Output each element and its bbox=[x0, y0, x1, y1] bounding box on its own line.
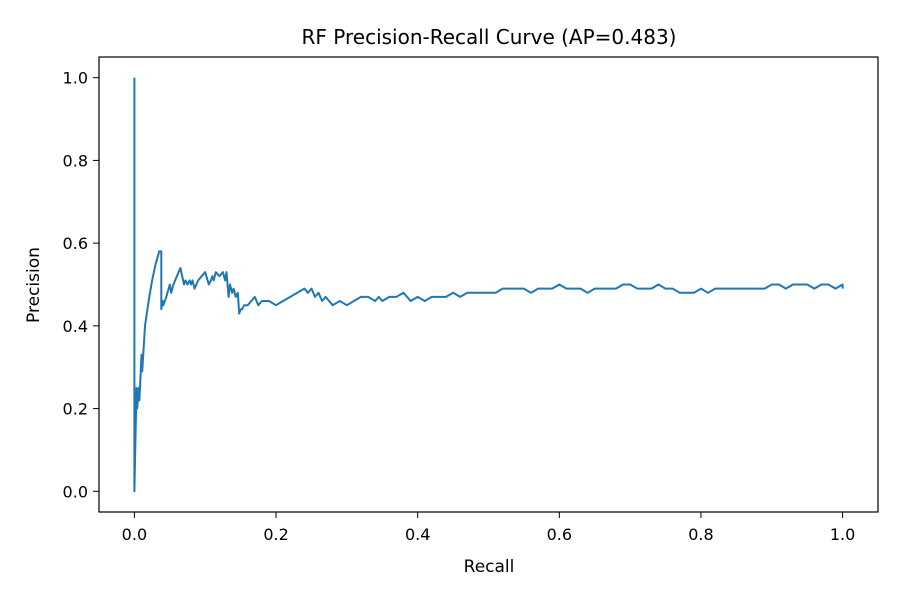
series-layer bbox=[133, 77, 844, 493]
x-axis-ticks: 0.0 0.2 0.4 0.6 0.8 1.0 bbox=[122, 512, 855, 544]
y-tick-label: 0.4 bbox=[63, 317, 88, 336]
y-axis-label: Precision bbox=[24, 247, 44, 323]
y-tick-label: 0.2 bbox=[63, 400, 88, 419]
y-tick-label: 0.0 bbox=[63, 482, 88, 501]
x-tick-label: 0.0 bbox=[122, 525, 147, 544]
x-tick-label: 0.2 bbox=[263, 525, 288, 544]
y-tick-label: 0.8 bbox=[63, 151, 88, 170]
x-axis-label: Recall bbox=[464, 557, 515, 577]
y-tick-label: 1.0 bbox=[63, 69, 88, 88]
y-tick-label: 0.6 bbox=[63, 234, 88, 253]
x-tick-label: 0.4 bbox=[405, 525, 430, 544]
pr-curve-line bbox=[133, 77, 844, 493]
plot-frame bbox=[98, 56, 879, 513]
x-tick-label: 0.6 bbox=[547, 525, 572, 544]
x-tick-label: 0.8 bbox=[688, 525, 713, 544]
y-axis-ticks: 0.0 0.2 0.4 0.6 0.8 1.0 bbox=[63, 69, 99, 501]
chart-title: RF Precision-Recall Curve (AP=0.483) bbox=[302, 25, 677, 49]
x-tick-label: 1.0 bbox=[830, 525, 855, 544]
